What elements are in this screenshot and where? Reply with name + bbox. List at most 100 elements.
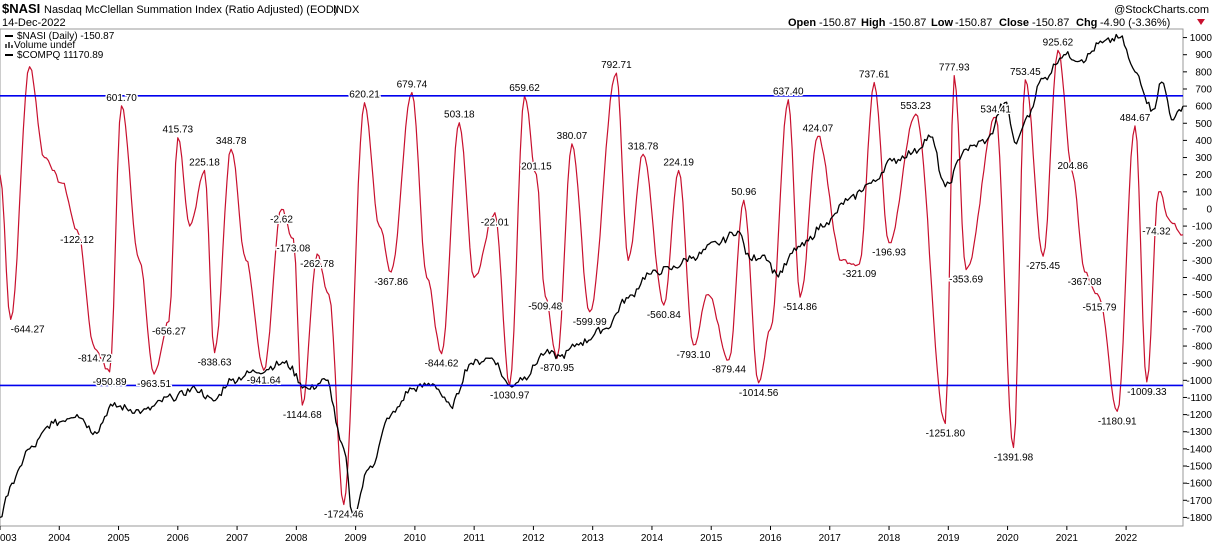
data-label: -275.45 (1026, 261, 1060, 272)
x-tick-label: 2021 (1056, 533, 1079, 544)
data-label: -1144.68 (283, 410, 322, 421)
data-label: -22.01 (481, 218, 510, 229)
data-label: 225.18 (189, 157, 220, 168)
data-label: -262.78 (300, 259, 334, 270)
x-tick-label: 2011 (463, 533, 485, 544)
data-label: -963.51 (137, 379, 171, 390)
data-label: -173.08 (276, 244, 310, 255)
y-tick-label: -1700 (1186, 496, 1212, 507)
y-tick-label: -900 (1192, 359, 1212, 370)
data-label: 201.15 (521, 161, 552, 172)
data-label: 659.62 (509, 83, 540, 94)
data-label: -656.27 (152, 326, 186, 337)
y-tick-label: 300 (1195, 153, 1212, 164)
data-label: -353.69 (949, 275, 983, 286)
annotations-layer: -644.27 601.70 -122.12 -814.72 -950.89 415.73… (9, 36, 1172, 522)
y-tick-label: -100 (1192, 222, 1212, 233)
data-label: 318.78 (628, 141, 659, 152)
data-label: 777.93 (939, 63, 970, 74)
data-label: 50.96 (731, 187, 756, 198)
data-label: 484.67 (1120, 113, 1151, 124)
ohlc-readout: Open -150.87 High -150.87 Low -150.87 Cl… (788, 17, 1205, 29)
data-label: -2.62 (270, 214, 293, 225)
data-label: -1251.80 (926, 428, 966, 439)
y-tick-label: 900 (1195, 50, 1212, 61)
x-tick-label: 2007 (226, 533, 249, 544)
data-label: -196.93 (872, 248, 906, 259)
x-tick-label: 2017 (819, 533, 842, 544)
data-label: 620.21 (349, 90, 380, 101)
legend: $NASI (Daily) -150.87 Volume undef $COMP… (2, 30, 148, 62)
series-layer (0, 33, 1184, 519)
bar-chart-icon (5, 42, 13, 48)
x-tick-label: 2018 (878, 533, 901, 544)
low-value: -150.87 (955, 17, 992, 29)
y-tick-label: -1000 (1186, 376, 1212, 387)
data-label: -950.89 (93, 377, 127, 388)
data-label: 553.23 (900, 101, 931, 112)
close-value: -150.87 (1032, 17, 1069, 29)
chart-date: 14-Dec-2022 (2, 17, 66, 29)
y-tick-label: -700 (1192, 324, 1212, 335)
data-label: 503.18 (444, 110, 475, 121)
y-tick-label: 400 (1195, 136, 1212, 147)
y-tick-label: -1300 (1186, 427, 1212, 438)
y-tick-label: -1600 (1186, 479, 1212, 490)
y-tick-label: 100 (1195, 187, 1212, 198)
data-label: 380.07 (557, 131, 588, 142)
copyright-text[interactable]: @StockCharts.com (1114, 4, 1209, 16)
data-label: 601.70 (106, 93, 137, 104)
data-label: 792.71 (601, 60, 632, 71)
data-label: -122.12 (60, 235, 94, 246)
data-label: 348.78 (216, 136, 247, 147)
compq-line (0, 33, 1184, 519)
data-label: -1014.56 (739, 388, 779, 399)
reference-lines (0, 95, 1183, 387)
data-label: 737.61 (859, 70, 890, 81)
high-value: -150.87 (889, 17, 926, 29)
y-tick-label: -400 (1192, 273, 1212, 284)
data-label: -879.44 (712, 365, 746, 376)
data-label: -838.63 (198, 358, 232, 369)
y-tick-label: 800 (1195, 67, 1212, 78)
y-tick-label: -600 (1192, 307, 1212, 318)
chart-symbol: $NASI (2, 1, 40, 16)
legend-background (2, 30, 148, 62)
open-value: -150.87 (819, 17, 856, 29)
data-label: 424.07 (803, 123, 834, 134)
data-label: -793.10 (676, 350, 710, 361)
x-tick-label: 2022 (1115, 533, 1138, 544)
data-label: -1009.33 (1127, 387, 1167, 398)
legend-nasi: $NASI (Daily) -150.87 (17, 31, 115, 42)
data-label: -1724.46 (324, 509, 364, 520)
high-label: High (861, 17, 886, 29)
data-label: -599.99 (573, 317, 607, 328)
x-tick-label: 2005 (107, 533, 130, 544)
data-label: 204.86 (1057, 161, 1088, 172)
y-tick-label: -1800 (1186, 513, 1212, 524)
x-axis: 003 2004 2005 2006 2007 2008 2009 2010 2011 2012 2… (0, 526, 1138, 544)
data-label: -509.48 (528, 301, 562, 312)
x-tick-label: 2019 (937, 533, 960, 544)
data-label: -941.64 (247, 375, 281, 386)
y-tick-label: -300 (1192, 256, 1212, 267)
down-arrow-icon (1197, 19, 1205, 25)
y-tick-label: 500 (1195, 119, 1212, 130)
y-tick-label: 0 (1206, 204, 1212, 215)
y-tick-label: 200 (1195, 170, 1212, 181)
y-tick-label: -1100 (1187, 393, 1212, 404)
data-label: 637.40 (773, 87, 804, 98)
y-tick-label: 1000 (1190, 33, 1213, 44)
x-tick-label: 003 (0, 533, 17, 544)
y-tick-label: 700 (1195, 84, 1212, 95)
data-label: 534.41 (980, 104, 1011, 115)
data-label: -515.79 (1082, 302, 1116, 313)
y-tick-label: -1400 (1186, 444, 1212, 455)
y-tick-label: -500 (1192, 290, 1212, 301)
data-label: -1030.97 (490, 391, 530, 402)
x-tick-label: 2013 (582, 533, 605, 544)
data-label: 753.45 (1010, 67, 1041, 78)
low-label: Low (931, 17, 953, 29)
